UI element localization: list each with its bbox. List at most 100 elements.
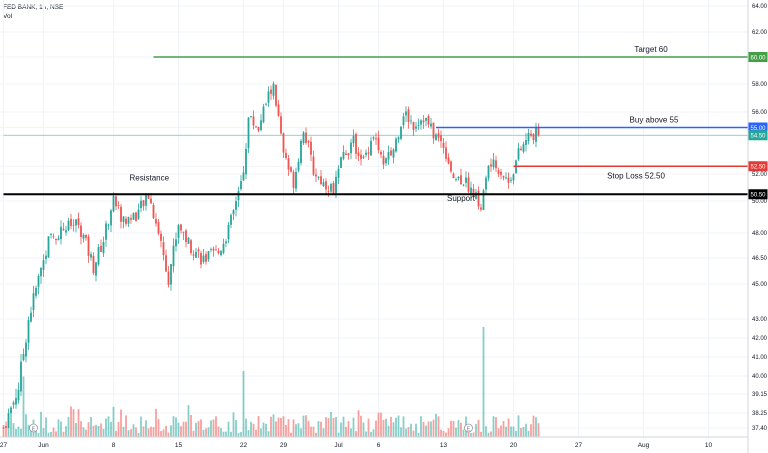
- volume-bar: [527, 430, 530, 437]
- candle-body: [47, 236, 50, 258]
- candle-body: [322, 182, 325, 187]
- volume-bar: [520, 428, 522, 437]
- candle-body: [382, 155, 385, 165]
- volume-bar: [297, 423, 300, 437]
- candle-body: [472, 188, 475, 197]
- volume-bar: [35, 429, 37, 437]
- candle-body: [282, 133, 285, 153]
- candle-body: [130, 218, 132, 220]
- candle-body: [522, 144, 525, 152]
- candle-body: [30, 312, 32, 322]
- volume-bar: [510, 426, 512, 437]
- price-badge: [748, 189, 768, 200]
- volume-bar: [277, 417, 280, 437]
- candle-body: [35, 287, 37, 296]
- candle-body: [422, 120, 425, 123]
- candle-body: [445, 147, 447, 159]
- volume-bar: [262, 422, 265, 437]
- volume-bar: [182, 421, 185, 437]
- volume-bar: [512, 426, 515, 437]
- volume-bar: [382, 419, 385, 437]
- volume-bar: [360, 415, 362, 437]
- volume-bar: [160, 431, 162, 437]
- candle-body: [45, 255, 47, 260]
- volume-bar: [152, 427, 155, 437]
- candle-body: [492, 159, 495, 168]
- candles: [2, 81, 540, 429]
- volume-bar: [507, 418, 510, 437]
- volume-bar: [292, 419, 295, 437]
- volume-bar: [20, 428, 22, 437]
- candle-body: [320, 176, 322, 185]
- volume-bar: [77, 409, 80, 437]
- candle-body: [302, 132, 305, 144]
- candle-body: [132, 213, 135, 220]
- candle-body: [272, 83, 275, 96]
- volume-bar: [147, 428, 150, 437]
- candle-body: [60, 226, 62, 240]
- volume-bar: [132, 424, 135, 437]
- candle-body: [285, 152, 287, 158]
- candle-body: [525, 140, 527, 145]
- candle-body: [457, 176, 460, 179]
- grid: [0, 0, 748, 437]
- candle-body: [380, 151, 382, 155]
- candle-body: [107, 224, 110, 226]
- candle-body: [70, 218, 72, 226]
- candle-body: [362, 156, 365, 158]
- volume-bar: [312, 426, 315, 437]
- volume-bar: [327, 418, 330, 437]
- candle-body: [507, 177, 510, 183]
- volume-bar: [515, 430, 517, 437]
- candle-body: [490, 164, 492, 167]
- volume-bar: [530, 424, 532, 437]
- candle-body: [102, 241, 105, 254]
- candle-body: [375, 138, 377, 140]
- volume-bar: [342, 416, 345, 437]
- volume-bar: [350, 428, 352, 437]
- volume-bar: [420, 416, 422, 437]
- candle-body: [400, 126, 402, 139]
- volume-bar: [100, 423, 102, 437]
- volume-bar: [425, 425, 427, 437]
- volume-bar: [325, 417, 327, 437]
- volume-bar: [495, 417, 497, 437]
- candle-body: [287, 158, 290, 170]
- volume-bar: [140, 416, 142, 437]
- candle-body: [90, 254, 92, 258]
- volume-bar: [537, 423, 540, 437]
- candle-body: [455, 178, 457, 180]
- volume-bar: [205, 428, 207, 437]
- candle-body: [365, 152, 367, 155]
- candle-body: [497, 170, 500, 174]
- candle-body: [175, 239, 177, 247]
- volume-bar: [165, 425, 167, 437]
- candle-body: [452, 173, 455, 179]
- candle-body: [127, 216, 130, 224]
- volume-bar: [385, 418, 387, 437]
- volume-bar: [172, 416, 175, 437]
- volume-bar: [347, 421, 350, 437]
- price-tick-label: 62.00: [752, 30, 768, 36]
- candle-body: [85, 234, 87, 238]
- volume-bar: [457, 420, 460, 437]
- candle-body: [350, 142, 352, 154]
- volume-bar: [270, 416, 272, 437]
- price-badge: [748, 130, 768, 141]
- candle-body: [347, 153, 350, 156]
- volume-bar: [240, 431, 242, 437]
- candle-body: [292, 171, 295, 188]
- volume-bar: [60, 421, 62, 437]
- candle-body: [25, 342, 27, 357]
- volume-bar: [30, 428, 32, 437]
- candle-body: [332, 182, 335, 194]
- volume-bar: [117, 422, 120, 437]
- candle-body: [532, 133, 535, 141]
- symbol-title: FED BANK, 1h, NSE: [3, 4, 64, 11]
- volume-bar: [195, 422, 197, 437]
- volume-bar: [345, 426, 347, 437]
- volume-bar: [300, 428, 302, 437]
- time-tick-label: 27: [0, 442, 7, 449]
- volume-indicator-label[interactable]: Vol: [3, 13, 13, 20]
